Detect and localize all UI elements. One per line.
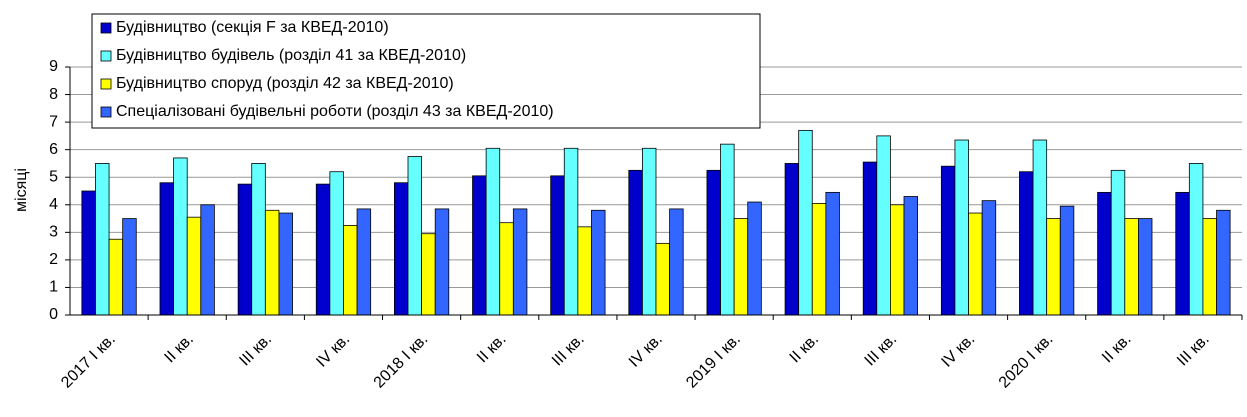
x-tick-label: III кв. — [236, 331, 275, 370]
bar — [706, 169, 721, 316]
y-tick-label: 0 — [49, 306, 58, 323]
bar — [669, 208, 684, 316]
x-tick-label: 2017 I кв. — [58, 331, 119, 392]
y-tick-label: 9 — [49, 58, 58, 75]
bar — [1138, 218, 1153, 316]
legend-swatch — [100, 78, 112, 90]
x-tick-label: III кв. — [549, 331, 588, 370]
bar — [784, 163, 800, 316]
x-tick-label: III кв. — [1174, 331, 1213, 370]
bar — [655, 242, 671, 316]
x-tick-label: IV кв. — [313, 331, 353, 371]
bar — [811, 202, 827, 316]
bar — [733, 218, 749, 316]
bar — [642, 147, 657, 316]
bar — [472, 175, 487, 316]
bar — [81, 190, 96, 316]
bar — [1216, 209, 1231, 316]
bar — [1188, 163, 1204, 316]
legend-swatch — [100, 106, 112, 118]
y-tick-label: 6 — [49, 141, 58, 158]
legend-label: Спеціалізовані будівельні роботи (розділ… — [116, 103, 554, 120]
bar — [186, 216, 202, 316]
bar — [890, 204, 905, 316]
bar — [512, 208, 528, 316]
bar — [1110, 169, 1126, 316]
bar — [1175, 191, 1190, 316]
bar — [862, 161, 878, 316]
x-tick-label: II кв. — [1099, 331, 1135, 367]
bar — [968, 212, 983, 316]
bar — [108, 238, 124, 316]
x-tick-label: IV кв. — [938, 331, 978, 371]
x-tick-label: III кв. — [862, 331, 901, 370]
legend-box — [91, 13, 761, 129]
bar — [200, 204, 215, 316]
bar — [407, 156, 423, 316]
bar — [591, 209, 606, 316]
bar — [356, 208, 372, 316]
bar — [393, 182, 409, 316]
y-tick-label: 2 — [49, 251, 58, 268]
legend-label: Будівництво споруд (розділ 42 за КВЕД-20… — [116, 75, 454, 92]
bar — [577, 226, 592, 316]
bar — [329, 171, 344, 316]
bar — [954, 139, 969, 316]
legend-swatch — [100, 50, 112, 62]
bar — [747, 201, 762, 316]
y-axis-label: місяці — [13, 168, 30, 212]
bar — [825, 191, 840, 316]
bar — [1019, 171, 1034, 316]
bar — [315, 183, 331, 316]
y-tick-label: 4 — [49, 196, 58, 213]
bar — [159, 182, 175, 316]
y-tick-label: 7 — [49, 113, 58, 130]
bar — [628, 169, 643, 316]
bar — [798, 129, 813, 316]
x-tick-label: II кв. — [474, 331, 510, 367]
bar — [499, 222, 514, 316]
x-tick-label: II кв. — [161, 331, 197, 367]
bar — [1124, 218, 1139, 316]
x-tick-label: II кв. — [787, 331, 823, 367]
bar — [550, 175, 565, 316]
bar — [903, 196, 919, 316]
bar — [1046, 218, 1061, 316]
bar — [278, 212, 293, 316]
bar — [1202, 218, 1217, 316]
bar — [485, 147, 501, 316]
bar — [563, 147, 579, 316]
bar — [1097, 191, 1112, 316]
y-tick-label: 5 — [49, 168, 58, 185]
bar — [173, 157, 188, 316]
bar — [237, 183, 253, 316]
bar — [434, 208, 450, 316]
legend-label: Будівництво будівель (розділ 41 за КВЕД-… — [116, 47, 466, 64]
bar — [1032, 139, 1048, 316]
x-tick-label: 2019 I кв. — [683, 331, 744, 392]
bar — [122, 218, 137, 316]
bar — [1059, 205, 1075, 316]
x-tick-label: 2020 I кв. — [996, 331, 1057, 392]
bar — [876, 135, 891, 316]
x-tick-label: IV кв. — [626, 331, 666, 371]
bar — [981, 200, 997, 316]
legend-label: Будівництво (секція F за КВЕД-2010) — [116, 19, 389, 36]
x-tick-label: 2018 I кв. — [371, 331, 432, 392]
y-tick-label: 8 — [49, 86, 58, 103]
y-tick-label: 1 — [49, 279, 58, 296]
bar — [95, 163, 110, 316]
y-tick-label: 3 — [49, 224, 58, 241]
bar — [940, 165, 956, 316]
bar — [343, 225, 358, 316]
legend-swatch — [100, 22, 112, 34]
bar — [720, 143, 735, 316]
bar — [251, 163, 266, 316]
bar — [421, 233, 436, 316]
bar — [264, 209, 280, 316]
